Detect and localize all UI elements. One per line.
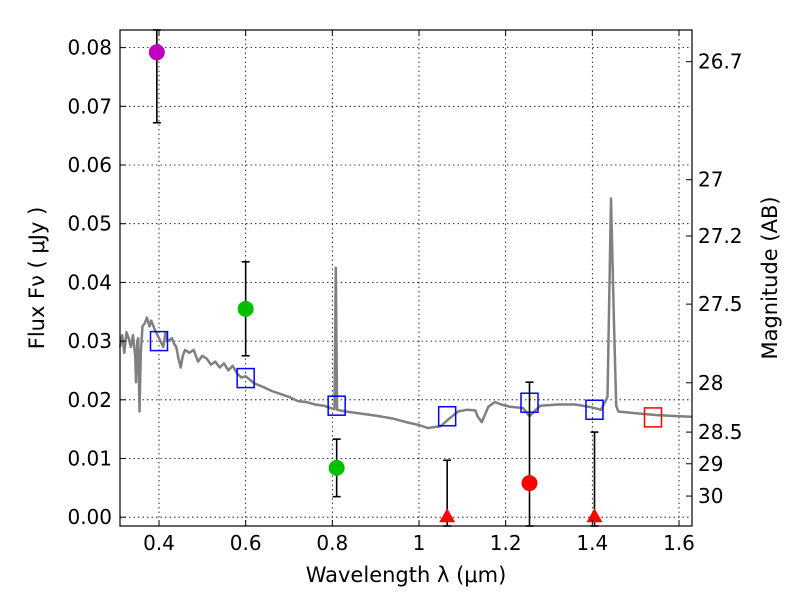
mag-tick-label: 27.2 bbox=[698, 224, 743, 248]
mag-tick-label: 27.5 bbox=[698, 292, 743, 316]
y-axis-label: Flux Fν ( μJy ) bbox=[25, 207, 49, 350]
mag-tick-label: 27 bbox=[698, 168, 723, 192]
model-flux-square bbox=[236, 367, 255, 389]
y-tick-label: 0.01 bbox=[67, 446, 112, 470]
y-tick-label: 0.06 bbox=[67, 153, 112, 177]
y-tick-label: 0.08 bbox=[67, 36, 112, 60]
y-tick-label: 0.04 bbox=[67, 270, 112, 294]
x-tick-label: 0.8 bbox=[316, 531, 348, 555]
mag-tick-label: 30 bbox=[698, 484, 723, 508]
y-tick-label: 0.00 bbox=[67, 505, 112, 529]
upper-limit-triangle bbox=[439, 508, 456, 523]
y-tick-label: 0.05 bbox=[67, 212, 112, 236]
x-tick-label: 0.6 bbox=[230, 531, 262, 555]
model-spectrum-line bbox=[118, 197, 693, 430]
mag-tick-label: 28 bbox=[698, 371, 723, 395]
model-flux-square bbox=[437, 405, 457, 427]
x-axis-label: Wavelength λ (μm) bbox=[306, 563, 507, 587]
x-tick-label: 1.6 bbox=[663, 531, 695, 555]
observed-flux-point bbox=[148, 44, 165, 61]
axes-layer: 0.4 0.6 0.8 1 1.2 1.4 1.6 0.00 0.01 0.02 0.03 0.04 0… bbox=[67, 29, 743, 555]
x-tick-label: 1.2 bbox=[490, 531, 522, 555]
observed-flux-point bbox=[328, 459, 345, 476]
observed-flux-point bbox=[237, 300, 254, 317]
mag-tick-label: 28.5 bbox=[698, 420, 743, 444]
y-tick-label: 0.03 bbox=[67, 329, 112, 353]
mag-tick-label: 26.7 bbox=[698, 50, 743, 74]
mag-tick-label: 29 bbox=[698, 452, 723, 476]
x-tick-label: 1.4 bbox=[576, 531, 608, 555]
y2-axis-label: Magnitude (AB) bbox=[758, 196, 782, 359]
y-tick-label: 0.02 bbox=[67, 388, 112, 412]
series-layer bbox=[118, 29, 693, 527]
grid-layer bbox=[120, 30, 692, 526]
observed-flux-point bbox=[521, 475, 538, 492]
model-flux-square bbox=[643, 407, 663, 428]
model-flux-square bbox=[585, 399, 604, 421]
upper-limit-triangle bbox=[586, 508, 603, 523]
x-tick-label: 0.4 bbox=[143, 531, 175, 555]
y-tick-label: 0.07 bbox=[67, 94, 112, 118]
model-flux-square bbox=[149, 330, 169, 352]
x-tick-label: 1 bbox=[413, 531, 426, 555]
model-flux-square bbox=[327, 395, 346, 416]
plot-frame bbox=[119, 29, 693, 527]
